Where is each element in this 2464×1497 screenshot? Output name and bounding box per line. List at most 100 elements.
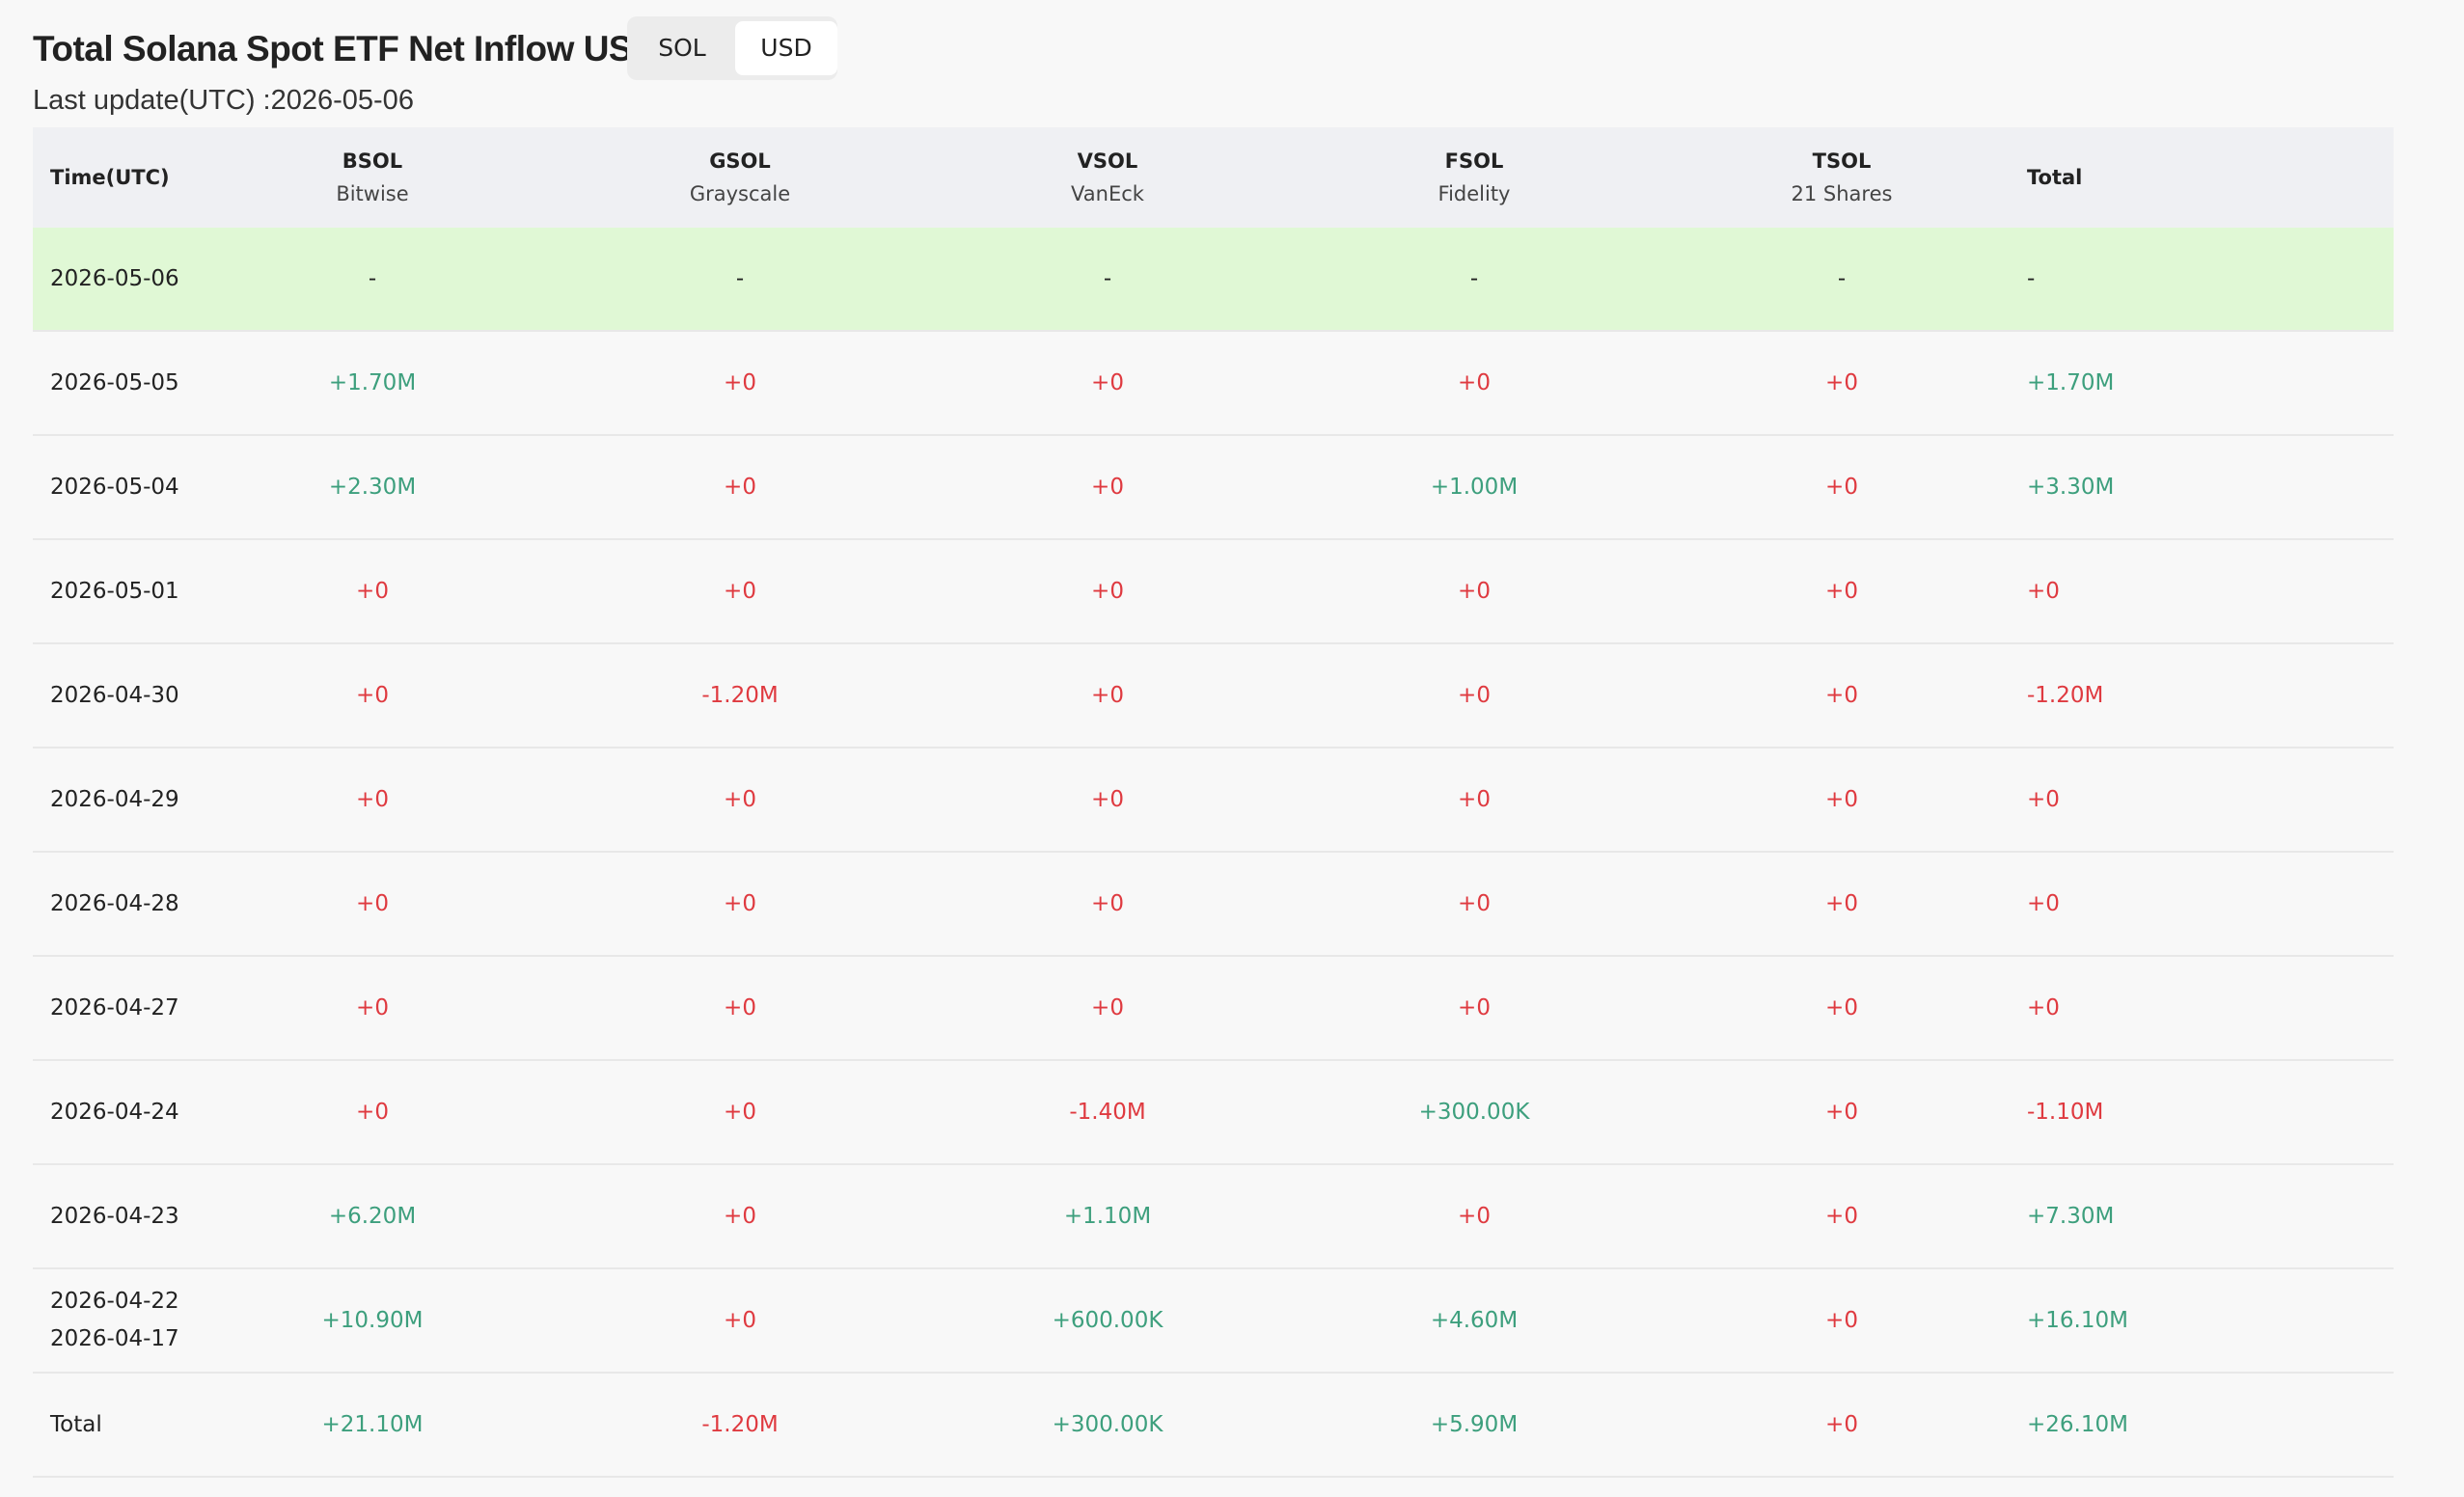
value-cell: - <box>735 265 745 291</box>
date-cell: 2026-04-27 <box>50 957 179 1059</box>
header-cell: VSOL VanEck <box>1071 127 1144 228</box>
value-cell: - <box>2027 265 2036 291</box>
issuer: Bitwise <box>336 182 409 205</box>
value-cell: +1.70M <box>2027 369 2115 395</box>
toggle-option[interactable]: SOL <box>658 34 706 62</box>
value-cell: +0 <box>724 474 756 500</box>
value-cell: +0 <box>1091 682 1124 708</box>
value-cell: +0 <box>724 369 756 395</box>
table-row: 2026-04-24 +0 +0 -1.40M +300.00K +0 -1.10M <box>33 1061 2394 1165</box>
page-title: Total Solana Spot ETF Net Inflow USD <box>33 29 658 68</box>
value-cell: - <box>1837 265 1847 291</box>
table-row: 2026-05-01 +0 +0 +0 +0 +0 +0 <box>33 540 2394 644</box>
table-row: 2026-04-27 +0 +0 +0 +0 +0 +0 <box>33 957 2394 1061</box>
value-cell: +0 <box>2027 786 2060 812</box>
value-cell: +600.00K <box>1052 1307 1164 1333</box>
date: 2026-04-24 <box>50 1099 179 1125</box>
value-cell: +5.90M <box>1430 1411 1519 1437</box>
value-cell: +0 <box>724 578 756 604</box>
value-cell: +0 <box>1458 1203 1491 1229</box>
ticker: FSOL <box>1444 150 1504 173</box>
value-cell: -1.20M <box>2027 682 2104 708</box>
value-cell: +0 <box>1458 682 1491 708</box>
value-cell: +0 <box>356 994 389 1021</box>
ticker: TSOL <box>1812 150 1872 173</box>
value-cell: +0 <box>356 578 389 604</box>
value-cell: +0 <box>1825 1203 1858 1229</box>
issuer: Grayscale <box>689 182 791 205</box>
table-row: 2026-04-30 +0 -1.20M +0 +0 +0 -1.20M <box>33 644 2394 748</box>
value-cell: - <box>1103 265 1112 291</box>
value-cell: +0 <box>1825 474 1858 500</box>
ticker: GSOL <box>709 150 771 173</box>
table-row: 2026-04-22 2026-04-17 +10.90M +0 +600.00K +4.… <box>33 1269 2394 1374</box>
table-row: 2026-05-05 +1.70M +0 +0 +0 +0 +1.70M <box>33 332 2394 436</box>
value-cell: +0 <box>724 1203 756 1229</box>
value-cell: +0 <box>1458 786 1491 812</box>
value-cell: +0 <box>1458 890 1491 916</box>
header-cell: Time(UTC) <box>50 127 170 228</box>
value-cell: +0 <box>724 786 756 812</box>
value-cell: +0 <box>1825 1099 1858 1125</box>
value-cell: +0 <box>1825 1411 1858 1437</box>
value-cell: +0 <box>1825 578 1858 604</box>
value-cell: +10.90M <box>321 1307 424 1333</box>
date: Total <box>50 1411 102 1437</box>
value-cell: +0 <box>1091 786 1124 812</box>
date-cell: 2026-05-01 <box>50 540 179 642</box>
date: 2026-04-23 <box>50 1203 179 1229</box>
value-cell: +0 <box>356 890 389 916</box>
value-cell: +0 <box>356 682 389 708</box>
issuer: 21 Shares <box>1791 182 1893 205</box>
header-cell: TSOL 21 Shares <box>1792 127 1893 228</box>
date: 2026-05-06 <box>50 265 179 291</box>
value-cell: +0 <box>1091 369 1124 395</box>
toggle-option[interactable]: USD <box>735 21 837 75</box>
ticker: Total <box>2027 166 2083 189</box>
date-cell: 2026-05-06 <box>50 228 179 330</box>
date-cell: 2026-04-30 <box>50 644 179 747</box>
header-cell: BSOL Bitwise <box>336 127 408 228</box>
table-row: Total +21.10M -1.20M +300.00K +5.90M +0 +26.10… <box>33 1374 2394 1478</box>
value-cell: +0 <box>1825 682 1858 708</box>
value-cell: +0 <box>356 1099 389 1125</box>
value-cell: +0 <box>2027 578 2060 604</box>
value-cell: +0 <box>1458 994 1491 1021</box>
unit-toggle: SOL USD <box>627 16 837 80</box>
value-cell: -1.40M <box>1069 1099 1146 1125</box>
value-cell: -1.10M <box>2027 1099 2104 1125</box>
value-cell: +0 <box>724 1099 756 1125</box>
date-cell: Total <box>50 1374 102 1476</box>
issuer: Fidelity <box>1437 182 1511 205</box>
value-cell: +0 <box>1091 890 1124 916</box>
value-cell: +0 <box>1825 1307 1858 1333</box>
date-cell: 2026-04-22 2026-04-17 <box>50 1269 179 1372</box>
date: 2026-04-29 <box>50 786 179 812</box>
table-row: 2026-04-28 +0 +0 +0 +0 +0 +0 <box>33 853 2394 957</box>
value-cell: +1.10M <box>1063 1203 1152 1229</box>
header-cell: GSOL Grayscale <box>690 127 790 228</box>
value-cell: +0 <box>1825 369 1858 395</box>
value-cell: +7.30M <box>2027 1203 2115 1229</box>
table-row: 2026-05-06 - - - - - - <box>33 228 2394 332</box>
date-cell: 2026-04-29 <box>50 748 179 851</box>
value-cell: +0 <box>356 786 389 812</box>
value-cell: +0 <box>1458 369 1491 395</box>
header-cell: Total <box>2027 127 2082 228</box>
ticker: BSOL <box>342 150 403 173</box>
date-cell: 2026-04-28 <box>50 853 179 955</box>
date-cell: 2026-04-23 <box>50 1165 179 1267</box>
value-cell: +0 <box>724 890 756 916</box>
header-row: Time(UTC) BSOL Bitwise GSOL Grayscale VSOL Van… <box>33 127 2394 228</box>
value-cell: +300.00K <box>1418 1099 1530 1125</box>
value-cell: +1.00M <box>1430 474 1519 500</box>
value-cell: +0 <box>1825 994 1858 1021</box>
date: 2026-05-04 <box>50 474 179 500</box>
value-cell: -1.20M <box>701 682 779 708</box>
issuer: VanEck <box>1071 182 1144 205</box>
ticker: Time(UTC) <box>50 166 170 189</box>
value-cell: -1.20M <box>701 1411 779 1437</box>
value-cell: +300.00K <box>1052 1411 1164 1437</box>
value-cell: +26.10M <box>2027 1411 2128 1437</box>
